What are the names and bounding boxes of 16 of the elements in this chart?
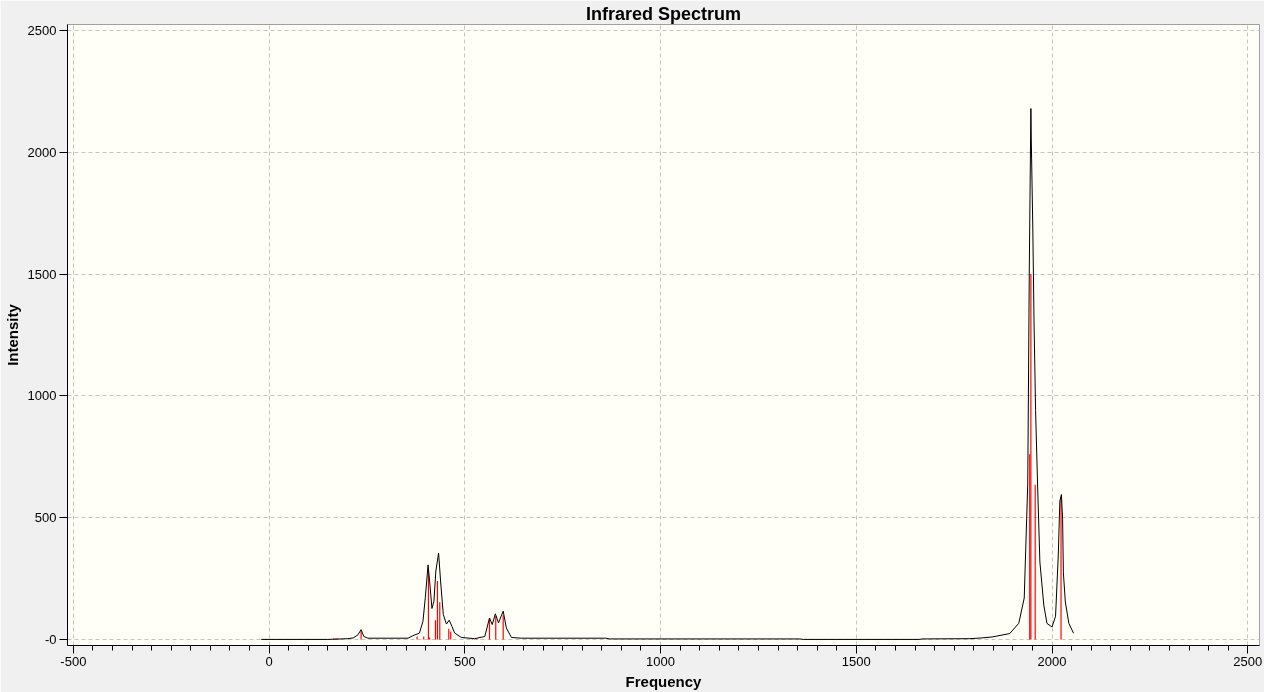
y-tick-label: -0 bbox=[44, 631, 57, 647]
x-tick-label: 1000 bbox=[646, 653, 676, 669]
x-tick-label: 2000 bbox=[1037, 653, 1067, 669]
x-axis-title: Frequency bbox=[625, 672, 703, 690]
x-tick-label: 0 bbox=[265, 653, 273, 669]
x-tick-label: -500 bbox=[60, 653, 87, 669]
y-tick-label: 2500 bbox=[27, 23, 57, 39]
y-tick-label: 500 bbox=[34, 510, 57, 526]
x-tick-label: 1500 bbox=[841, 653, 871, 669]
y-tick-label: 2000 bbox=[27, 144, 57, 160]
y-tick-label: 1000 bbox=[27, 388, 57, 404]
y-axis-title: Intensity bbox=[3, 303, 21, 366]
chart-title: Infrared Spectrum bbox=[585, 3, 742, 24]
y-tick-label: 1500 bbox=[27, 266, 57, 282]
x-tick-label: 500 bbox=[453, 653, 476, 669]
x-tick-label: 2500 bbox=[1233, 653, 1263, 669]
